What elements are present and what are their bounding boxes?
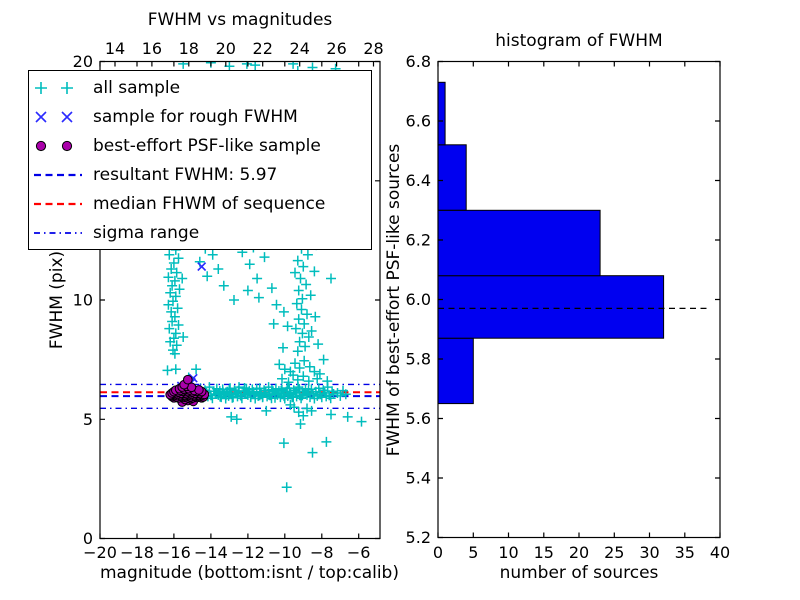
histogram-xtick-label: 35 [675, 543, 695, 562]
x-marker-icon [29, 109, 93, 125]
histogram-ytick-label: 5.6 [406, 409, 431, 428]
blue-dashdot-line-icon [29, 225, 93, 241]
histogram-xlabel: number of sources [499, 563, 659, 583]
scatter-top-xtick-label: 20 [216, 39, 236, 58]
circle-marker-icon [29, 138, 93, 154]
scatter-ytick-label: 10 [73, 291, 93, 310]
histogram-bars [437, 81, 665, 405]
histogram-ylabel: FWHM of best-effort PSF-like sources [384, 143, 404, 457]
histogram-xtick-label: 40 [710, 543, 730, 562]
histogram-xtick-label: 0 [433, 543, 443, 562]
histogram-ytick-label: 6.0 [406, 290, 431, 309]
legend-item-rough-fwhm-sample: sample for rough FWHM [29, 102, 371, 131]
histogram-xtick-label: 20 [569, 543, 589, 562]
histogram-ytick-label: 5.2 [406, 528, 431, 547]
scatter-xtick-label: −14 [194, 543, 228, 562]
scatter-plot-area [100, 61, 380, 493]
blue-dashed-line-icon [29, 167, 93, 183]
scatter-xtick-label: −20 [83, 543, 117, 562]
histogram-xtick-label: 5 [468, 543, 478, 562]
histogram-xtick-label: 30 [639, 543, 659, 562]
plus-marker-icon [29, 80, 93, 96]
histogram-ytick-label: 5.4 [406, 469, 431, 488]
histogram-ytick-label: 5.8 [406, 350, 431, 369]
histogram-ytick-label: 6.6 [406, 112, 431, 131]
histogram-ytick-label: 6.4 [406, 171, 431, 190]
scatter-ytick-label: 20 [73, 52, 93, 71]
scatter-top-xtick-label: 28 [363, 39, 383, 58]
scatter-top-xtick-label: 16 [142, 39, 162, 58]
red-dashed-line-icon [29, 196, 93, 212]
histogram-title: histogram of FWHM [495, 31, 663, 51]
psf-like-points [165, 374, 210, 407]
histogram-ytick-label: 6.8 [406, 52, 431, 71]
histogram-ytick-label: 6.2 [406, 231, 431, 250]
legend-box: all sample sample for rough FWHM best-ef… [28, 70, 372, 250]
legend-label: median FHWM of sequence [93, 193, 326, 214]
legend-label: sigma range [93, 222, 200, 243]
scatter-xtick-label: −18 [120, 543, 154, 562]
scatter-ylabel: FWHM (pix) [47, 250, 67, 350]
histogram-xtick-label: 25 [604, 543, 624, 562]
scatter-xtick-label: −10 [268, 543, 302, 562]
scatter-xtick-label: −16 [157, 543, 191, 562]
scatter-top-xtick-label: 18 [179, 39, 199, 58]
legend-item-median-fhwm: median FHWM of sequence [29, 189, 371, 218]
scatter-xlabel: magnitude (bottom:isnt / top:calib) [100, 563, 399, 583]
scatter-ytick-label: 5 [83, 410, 93, 429]
legend-item-sigma-range: sigma range [29, 218, 371, 247]
scatter-top-xtick-label: 26 [326, 39, 346, 58]
scatter-top-xtick-label: 14 [105, 39, 125, 58]
scatter-top-xtick-label: 22 [253, 39, 273, 58]
legend-item-psf-like-sample: best-effort PSF-like sample [29, 131, 371, 160]
scatter-title: FWHM vs magnitudes [147, 10, 333, 30]
legend-label: all sample [93, 77, 181, 98]
scatter-ytick-label: 0 [83, 529, 93, 548]
legend-item-all-sample: all sample [29, 73, 371, 102]
scatter-xtick-label: −6 [347, 543, 371, 562]
histogram-xtick-label: 15 [534, 543, 554, 562]
histogram-ticks [437, 60, 721, 539]
scatter-xtick-label: −8 [310, 543, 334, 562]
scatter-xtick-label: −12 [231, 543, 265, 562]
legend-label: resultant FWHM: 5.97 [93, 164, 278, 185]
histogram-xtick-label: 10 [498, 543, 518, 562]
legend-label: sample for rough FWHM [93, 106, 298, 127]
legend-item-resultant-fwhm: resultant FWHM: 5.97 [29, 160, 371, 189]
legend-label: best-effort PSF-like sample [93, 135, 321, 156]
scatter-top-xtick-label: 24 [290, 39, 310, 58]
